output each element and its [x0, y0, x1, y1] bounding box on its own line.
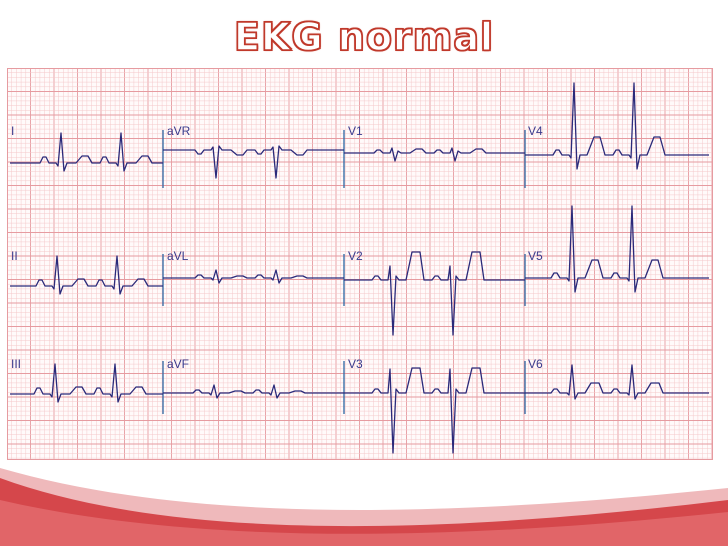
lead-label-aVF: aVF	[167, 357, 189, 371]
lead-label-V5: V5	[528, 249, 543, 263]
footer-red-wave	[0, 478, 728, 546]
slide-title: EKG normal	[233, 15, 494, 59]
ekg-trace	[10, 363, 163, 403]
lead-label-V6: V6	[528, 357, 543, 371]
lead-label-aVL: aVL	[167, 249, 189, 263]
lead-label-II: II	[11, 249, 18, 263]
lead-label-V4: V4	[528, 124, 543, 138]
lead-label-V1: V1	[348, 124, 363, 138]
footer-red-wave-light	[0, 500, 728, 546]
ekg-trace	[344, 251, 525, 336]
lead-label-I: I	[11, 124, 14, 138]
lead-label-V3: V3	[348, 357, 363, 371]
ekg-trace	[344, 367, 525, 454]
ekg-trace	[525, 205, 709, 293]
ekg-trace	[163, 145, 344, 179]
ekg-trace	[10, 255, 163, 295]
ekg-trace	[525, 82, 709, 170]
ekg-trace	[163, 384, 344, 399]
footer-pink-wave	[0, 468, 728, 546]
ekg-trace	[163, 269, 344, 284]
lead-label-V2: V2	[348, 249, 363, 263]
lead-label-III: III	[11, 357, 21, 371]
lead-label-aVR: aVR	[167, 124, 191, 138]
ekg-chart: I aVR V1 V4 II aVL V2 V5 III aVF V3 V6	[7, 68, 713, 460]
ekg-trace	[10, 132, 163, 172]
ekg-trace	[344, 147, 525, 162]
ekg-grid: I aVR V1 V4 II aVL V2 V5 III aVF V3 V6	[7, 68, 713, 460]
ekg-trace	[525, 364, 709, 400]
